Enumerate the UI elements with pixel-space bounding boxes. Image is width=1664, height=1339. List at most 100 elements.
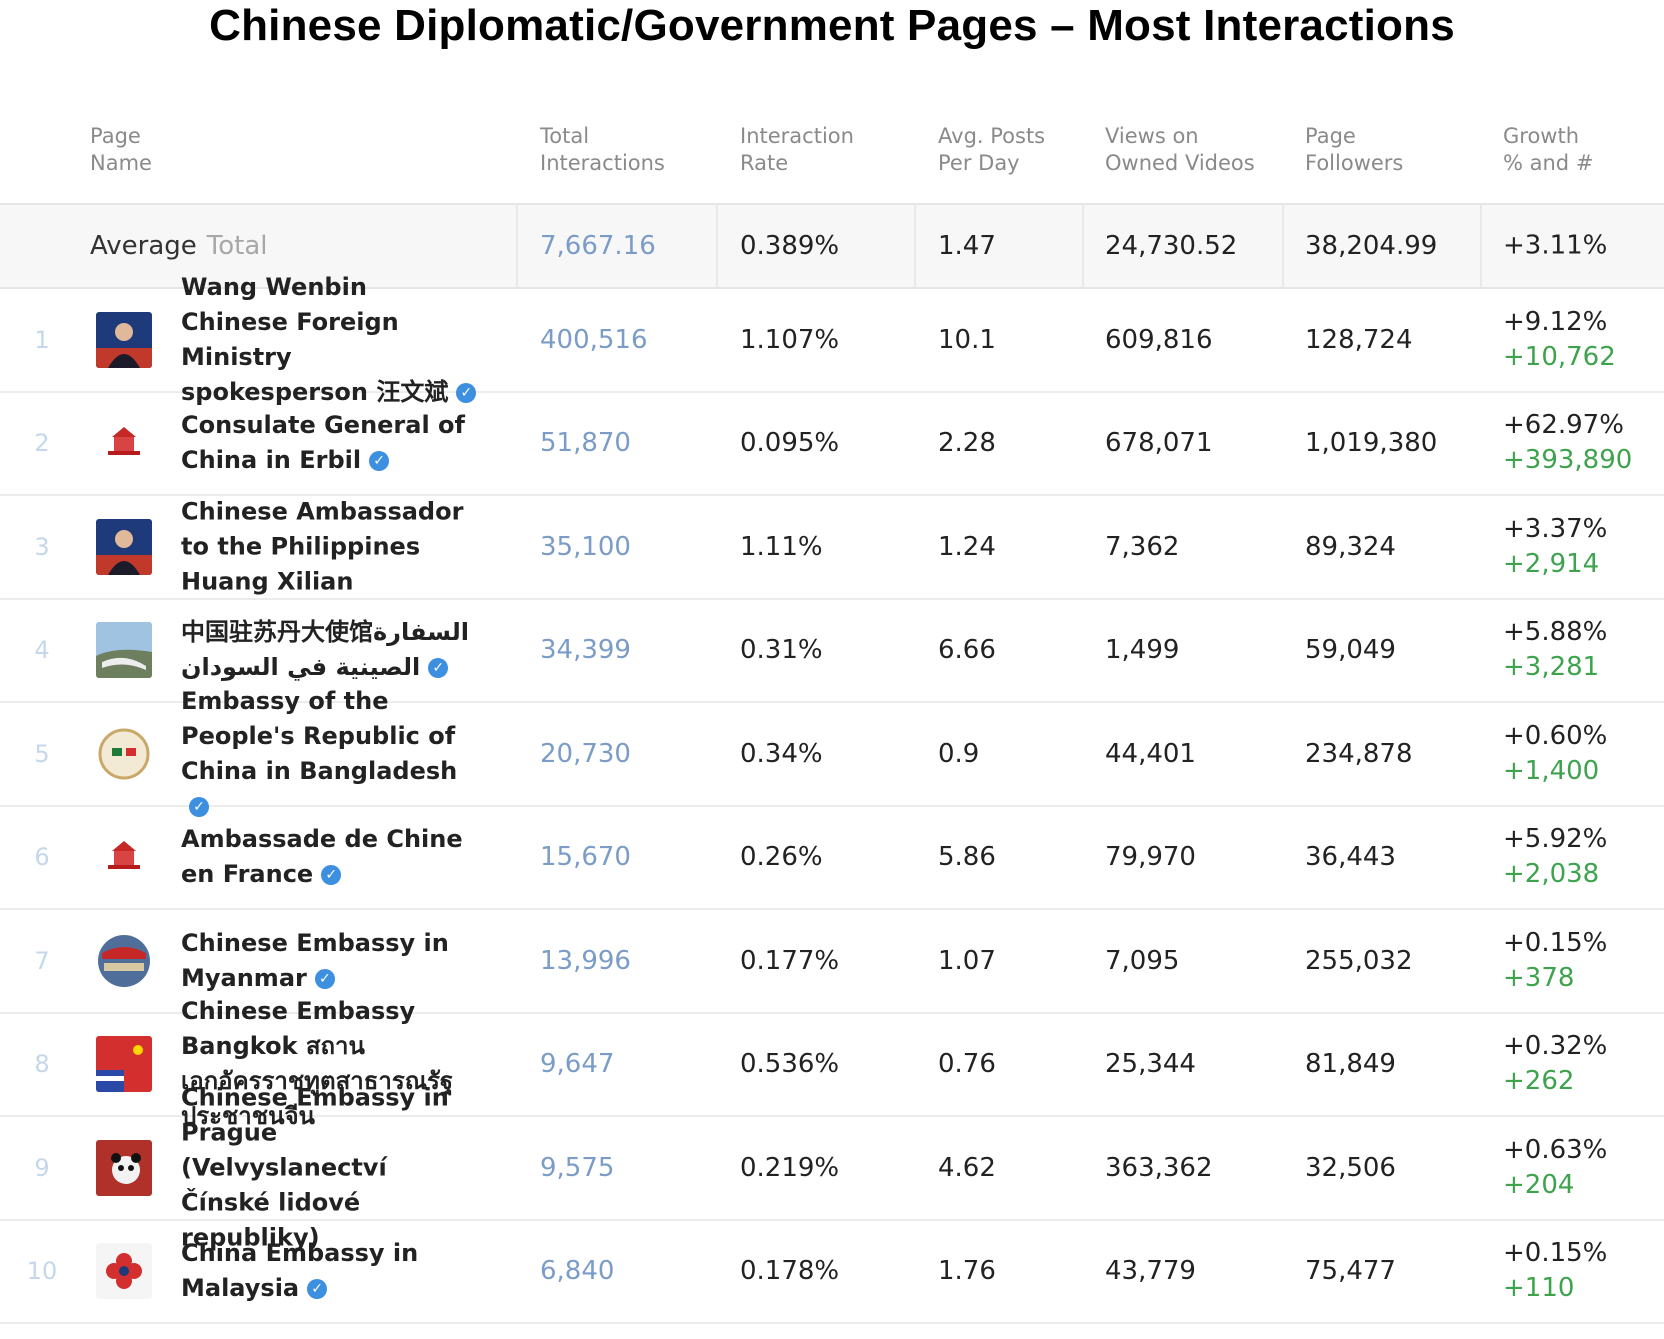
page-followers: 32,506 xyxy=(1305,1152,1396,1183)
total-interactions: 9,647 xyxy=(540,1049,615,1080)
page-title: Chinese Diplomatic/Government Pages – Mo… xyxy=(209,1,1455,50)
table-row[interactable]: 10 China Embassy in Malaysia ✓ 6,840 0.178% 1… xyxy=(0,1221,1664,1324)
total-interactions: 400,516 xyxy=(540,324,648,355)
views-owned-videos: 79,970 xyxy=(1105,842,1196,873)
flags-avatar[interactable] xyxy=(96,725,152,782)
rank: 8 xyxy=(34,1050,50,1079)
avg-total-interactions: 7,667.16 xyxy=(540,231,656,261)
rank: 5 xyxy=(34,739,50,768)
interaction-rate: 0.178% xyxy=(740,1256,840,1287)
verified-badge-icon: ✓ xyxy=(456,382,477,403)
page-name-link[interactable]: Embassy of the People's Republic of Chin… xyxy=(181,684,481,824)
table-body: 1 Wang Wenbin Chinese Foreign Ministry sp… xyxy=(0,273,1664,1324)
table-row[interactable]: 6 Ambassade de Chine en France ✓ 15,670 0.26… xyxy=(0,807,1664,910)
rank: 3 xyxy=(34,532,50,561)
growth-percent: +0.15% xyxy=(1503,1238,1608,1269)
pages-table: Page Name Total Interactions Interaction… xyxy=(0,105,1664,1324)
building-avatar[interactable] xyxy=(96,829,152,886)
views-owned-videos: 43,779 xyxy=(1105,1256,1196,1287)
page-name-text: Wang Wenbin Chinese Foreign Ministry spo… xyxy=(181,272,449,406)
person-avatar[interactable] xyxy=(96,518,152,575)
divider xyxy=(716,205,718,287)
table-row[interactable]: 3 Chinese Ambassador to the Philippines H… xyxy=(0,496,1664,600)
avg-posts-per-day: 1.76 xyxy=(938,1256,996,1287)
divider xyxy=(1282,205,1284,287)
growth-percent: +0.15% xyxy=(1503,927,1608,958)
page-followers: 59,049 xyxy=(1305,635,1396,666)
page-name-text: Embassy of the People's Republic of Chin… xyxy=(181,686,458,785)
flower-avatar[interactable] xyxy=(96,1243,152,1300)
growth-percent: +0.32% xyxy=(1503,1031,1608,1062)
avg-posts-per-day: 5.86 xyxy=(938,842,996,873)
total-interactions: 13,996 xyxy=(540,945,631,976)
table-row[interactable]: 9 Chinese Embassy in Prague (Velvyslanect… xyxy=(0,1083,1664,1251)
growth: +0.15% +110 xyxy=(1503,1236,1607,1306)
rank: 7 xyxy=(34,946,50,975)
col-growth[interactable]: Growth % and # xyxy=(1503,124,1594,175)
total-interactions: 9,575 xyxy=(540,1152,615,1183)
page-name-link[interactable]: Chinese Embassy Bangkok สถานเอกอัครราชทู… xyxy=(181,994,481,1134)
total-interactions: 20,730 xyxy=(540,738,631,769)
interaction-rate: 0.219% xyxy=(740,1152,840,1183)
rank: 2 xyxy=(34,429,50,458)
avg-growth: +3.11% xyxy=(1503,230,1608,261)
panda-avatar[interactable] xyxy=(96,1139,152,1196)
interaction-rate: 0.26% xyxy=(740,842,823,873)
avg-posts-per-day: 4.62 xyxy=(938,1152,996,1183)
avg-interaction-rate: 0.389% xyxy=(740,231,840,261)
col-avg-posts[interactable]: Avg. Posts Per Day xyxy=(938,124,1046,175)
rank: 4 xyxy=(34,636,50,665)
avg-posts-per-day: 0.76 xyxy=(938,1049,996,1080)
page-name-link[interactable]: Chinese Ambassador to the Philippines Hu… xyxy=(181,494,481,599)
col-views[interactable]: Views on Owned Videos xyxy=(1105,124,1255,175)
growth-percent: +0.60% xyxy=(1503,720,1608,751)
building-avatar[interactable] xyxy=(96,415,152,472)
growth-number: +2,914 xyxy=(1503,548,1600,579)
avg-posts-per-day: 2.28 xyxy=(938,428,996,459)
views-owned-videos: 7,095 xyxy=(1105,945,1180,976)
person-avatar[interactable] xyxy=(96,311,152,368)
page-name-text: China Embassy in Malaysia xyxy=(181,1239,419,1303)
col-interaction-rate[interactable]: Interaction Rate xyxy=(740,124,854,175)
col-total-interactions[interactable]: Total Interactions xyxy=(540,124,665,175)
growth-number: +10,762 xyxy=(1503,341,1616,372)
page-name-link[interactable]: Ambassade de Chine en France ✓ xyxy=(181,822,481,892)
interaction-rate: 0.34% xyxy=(740,738,823,769)
page-name-link[interactable]: Consulate General of China in Erbil ✓ xyxy=(181,408,481,478)
table-row[interactable]: 7 Chinese Embassy in Myanmar ✓ 13,996 0.177%… xyxy=(0,910,1664,1014)
landscape-avatar[interactable] xyxy=(96,622,152,679)
col-followers[interactable]: Page Followers xyxy=(1305,124,1404,175)
growth: +9.12% +10,762 xyxy=(1503,305,1616,375)
page-name-text: Chinese Embassy in Myanmar xyxy=(181,928,449,992)
page-name-link[interactable]: China Embassy in Malaysia ✓ xyxy=(181,1236,481,1306)
verified-badge-icon: ✓ xyxy=(369,451,390,472)
page-name-text: Consulate General of China in Erbil xyxy=(181,411,465,475)
col-page-name[interactable]: Page Name xyxy=(90,124,152,175)
views-owned-videos: 363,362 xyxy=(1105,1152,1213,1183)
average-sub-label[interactable]: Total xyxy=(206,231,268,261)
table-row[interactable]: 5 Embassy of the People's Republic of Chi… xyxy=(0,687,1664,817)
rank: 6 xyxy=(34,843,50,872)
table-row[interactable]: 8 Chinese Embassy Bangkok สถานเอกอัครราชท… xyxy=(0,997,1664,1130)
page-name-text: Chinese Embassy in Prague (Velvyslanectv… xyxy=(181,1083,449,1252)
total-interactions: 15,670 xyxy=(540,842,631,873)
views-owned-videos: 678,071 xyxy=(1105,428,1213,459)
page-name-link[interactable]: Wang Wenbin Chinese Foreign Ministry spo… xyxy=(181,270,481,410)
views-owned-videos: 7,362 xyxy=(1105,531,1180,562)
verified-badge-icon: ✓ xyxy=(428,658,449,679)
total-interactions: 51,870 xyxy=(540,428,631,459)
table-row[interactable]: 2 Consulate General of China in Erbil ✓ 51,… xyxy=(0,393,1664,496)
globe-avatar[interactable] xyxy=(96,932,152,989)
flag-avatar[interactable] xyxy=(96,1036,152,1093)
table-row[interactable]: 4 中国驻苏丹大使馆السفارة الصينية في السودان ✓ 34,3… xyxy=(0,600,1664,703)
page-name-link[interactable]: Chinese Embassy in Prague (Velvyslanectv… xyxy=(181,1080,481,1255)
growth: +0.15% +378 xyxy=(1503,926,1607,996)
views-owned-videos: 609,816 xyxy=(1105,324,1213,355)
verified-badge-icon: ✓ xyxy=(189,796,209,817)
page-name-text: Ambassade de Chine en France xyxy=(181,825,463,889)
page-name-link[interactable]: 中国驻苏丹大使馆السفارة الصينية في السودان ✓ xyxy=(181,615,481,685)
page-name-link[interactable]: Chinese Embassy in Myanmar ✓ xyxy=(181,926,481,996)
divider xyxy=(1480,205,1482,287)
avg-views: 24,730.52 xyxy=(1105,231,1238,261)
table-row[interactable]: 1 Wang Wenbin Chinese Foreign Ministry sp… xyxy=(0,273,1664,406)
